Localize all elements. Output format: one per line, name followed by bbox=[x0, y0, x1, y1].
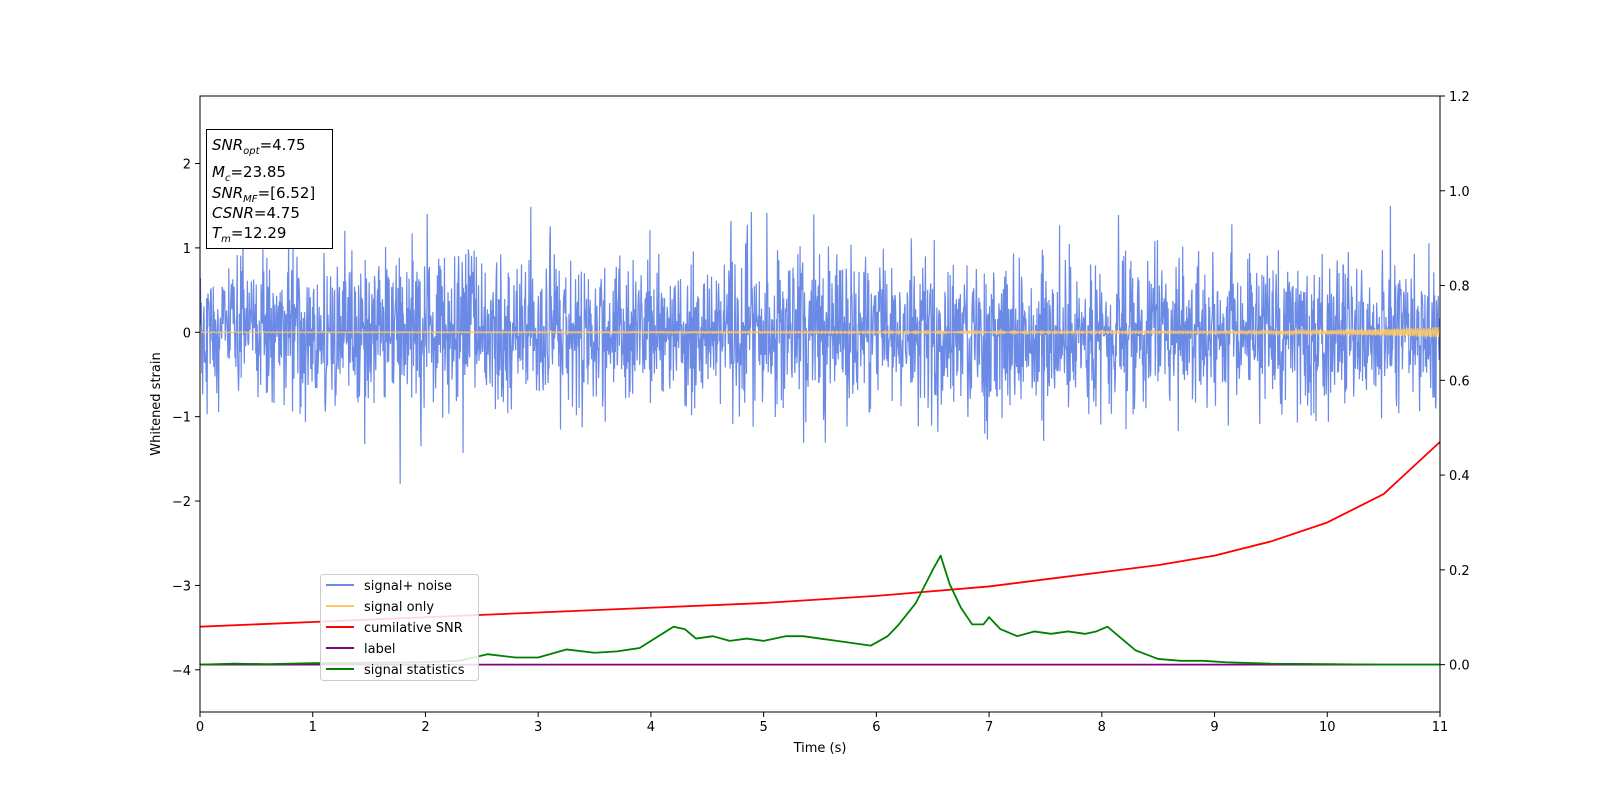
y-left-tick-label: −1 bbox=[172, 411, 191, 426]
legend: signal+ noise signal only cumilative SNR… bbox=[320, 574, 479, 681]
svg-text:signal statistics: signal statistics bbox=[364, 663, 465, 678]
y-right-tick-label: 0.6 bbox=[1449, 374, 1470, 389]
annotation-mc: Mc=23.85 bbox=[212, 163, 286, 184]
x-tick-label: 1 bbox=[309, 720, 317, 735]
y-axis-title: Whitened strain bbox=[149, 352, 164, 455]
x-tick-label: 6 bbox=[872, 720, 880, 735]
y-left-tick-label: −4 bbox=[172, 664, 191, 679]
x-tick-label: 10 bbox=[1319, 720, 1336, 735]
svg-text:signal only: signal only bbox=[364, 600, 434, 615]
y-right-tick-label: 0.4 bbox=[1449, 469, 1470, 484]
annotation-csnr: CSNR=4.75 bbox=[212, 204, 300, 222]
x-tick-label: 9 bbox=[1210, 720, 1218, 735]
x-tick-label: 7 bbox=[985, 720, 993, 735]
series-signal-noise bbox=[200, 205, 1440, 484]
legend-entry-signal-noise: signal+ noise bbox=[326, 579, 452, 594]
legend-entry-signal-only: signal only bbox=[326, 600, 434, 615]
svg-text:signal+ noise: signal+ noise bbox=[364, 579, 452, 594]
x-tick-label: 0 bbox=[196, 720, 204, 735]
series-cumilative-snr bbox=[200, 441, 1440, 628]
x-tick-label: 8 bbox=[1098, 720, 1106, 735]
y-right-tick-label: 1.0 bbox=[1449, 185, 1470, 200]
x-tick-label: 3 bbox=[534, 720, 542, 735]
y-left-tick-label: 2 bbox=[183, 158, 191, 173]
annotation-snr-opt: SNRopt=4.75 bbox=[212, 136, 306, 157]
x-tick-label: 2 bbox=[421, 720, 429, 735]
series-signal-statistics bbox=[200, 554, 1440, 666]
svg-text:cumilative SNR: cumilative SNR bbox=[364, 621, 463, 636]
y-right-tick-label: 0.0 bbox=[1449, 659, 1470, 674]
y-left-tick-label: −3 bbox=[172, 579, 191, 594]
annotation-tm: Tm=12.29 bbox=[212, 224, 286, 245]
x-tick-label: 4 bbox=[647, 720, 655, 735]
annotation-snr-mf: SNRMF=[6.52] bbox=[212, 184, 315, 205]
x-tick-label: 5 bbox=[759, 720, 767, 735]
legend-entry-cumilative-snr: cumilative SNR bbox=[326, 621, 463, 636]
y-right-tick-label: 1.2 bbox=[1449, 90, 1470, 105]
y-right-tick-label: 0.8 bbox=[1449, 280, 1470, 295]
y-right-tick-label: 0.2 bbox=[1449, 564, 1470, 579]
y-left-tick-label: 0 bbox=[183, 326, 191, 341]
legend-entry-label: label bbox=[326, 642, 395, 657]
y-left-tick-label: 1 bbox=[183, 242, 191, 257]
plot-frame bbox=[199, 95, 1441, 713]
x-axis-title: Time (s) bbox=[793, 741, 847, 756]
ticks-layer: 0 1 2 3 4 5 6 7 8 9 10 11210−1−2−3−41.21.00.80.60.4… bbox=[172, 90, 1470, 735]
y-left-tick-label: −2 bbox=[172, 495, 191, 510]
x-tick-label: 11 bbox=[1432, 720, 1449, 735]
legend-entry-signal-statistics: signal statistics bbox=[326, 663, 465, 678]
svg-text:label: label bbox=[364, 642, 395, 657]
annotation-box: SNRopt=4.75 Mc=23.85 SNRMF=[6.52] CSNR=4… bbox=[206, 129, 333, 249]
series-signal-only bbox=[200, 327, 1440, 338]
